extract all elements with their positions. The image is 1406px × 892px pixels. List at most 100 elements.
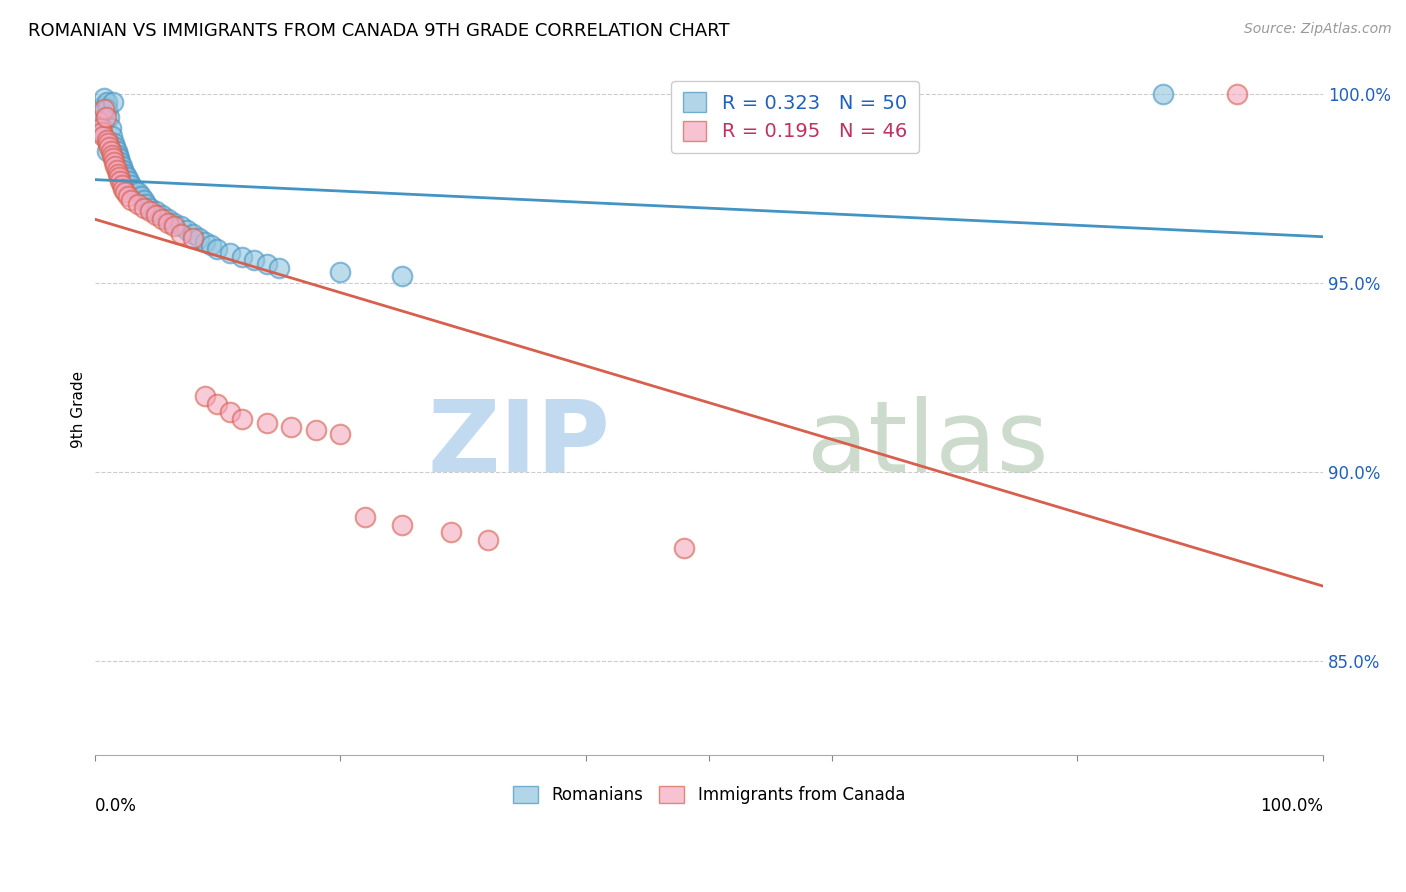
Point <box>231 250 253 264</box>
Point <box>132 193 155 207</box>
Point <box>218 404 240 418</box>
Point <box>98 140 121 154</box>
Point <box>673 541 696 555</box>
Point <box>111 162 134 177</box>
Point <box>90 118 112 132</box>
Point <box>97 136 120 151</box>
Point <box>200 238 222 252</box>
Point <box>91 125 114 139</box>
Point <box>103 136 125 151</box>
Point <box>96 95 118 109</box>
Point <box>115 170 138 185</box>
Point <box>108 170 131 185</box>
Point <box>181 227 204 241</box>
Point <box>135 197 157 211</box>
Point <box>129 189 152 203</box>
Point <box>114 186 136 200</box>
Y-axis label: 9th Grade: 9th Grade <box>72 371 86 449</box>
Point <box>256 257 278 271</box>
Point <box>98 110 121 124</box>
Point <box>110 174 132 188</box>
Text: 100.0%: 100.0% <box>1260 797 1323 814</box>
Point <box>94 110 117 124</box>
Point <box>329 427 352 442</box>
Point <box>181 231 204 245</box>
Point <box>111 182 134 196</box>
Point <box>100 144 122 158</box>
Point <box>114 167 136 181</box>
Point <box>169 227 191 241</box>
Point <box>194 235 217 249</box>
Point <box>110 155 132 169</box>
Point <box>91 98 114 112</box>
Point <box>96 144 118 158</box>
Point <box>103 155 125 169</box>
Point <box>207 397 229 411</box>
Point <box>267 261 290 276</box>
Point <box>89 125 111 139</box>
Text: ROMANIAN VS IMMIGRANTS FROM CANADA 9TH GRADE CORRELATION CHART: ROMANIAN VS IMMIGRANTS FROM CANADA 9TH G… <box>28 22 730 40</box>
Point <box>101 152 124 166</box>
Point <box>1152 87 1174 102</box>
Point <box>127 197 149 211</box>
Point <box>256 416 278 430</box>
Point <box>104 140 127 154</box>
Text: atlas: atlas <box>807 396 1049 492</box>
Point <box>108 152 131 166</box>
Point <box>163 219 186 234</box>
Point <box>100 147 122 161</box>
Point <box>157 211 180 226</box>
Point <box>100 128 122 143</box>
Point <box>93 103 115 117</box>
Point <box>231 412 253 426</box>
Text: 0.0%: 0.0% <box>94 797 136 814</box>
Point <box>329 265 352 279</box>
Point <box>150 208 173 222</box>
Point <box>188 231 211 245</box>
Point <box>194 389 217 403</box>
Point <box>91 106 114 120</box>
Point <box>87 113 110 128</box>
Text: Source: ZipAtlas.com: Source: ZipAtlas.com <box>1244 22 1392 37</box>
Point <box>207 242 229 256</box>
Text: ZIP: ZIP <box>427 396 610 492</box>
Point <box>280 419 302 434</box>
Point <box>391 517 413 532</box>
Point <box>354 510 377 524</box>
Point <box>120 178 142 192</box>
Point <box>477 533 499 547</box>
Point <box>440 525 463 540</box>
Point <box>118 174 141 188</box>
Point <box>100 121 122 136</box>
Point <box>105 162 128 177</box>
Point <box>145 208 167 222</box>
Point <box>117 189 139 203</box>
Point <box>120 193 142 207</box>
Point <box>145 204 167 219</box>
Point <box>1226 87 1249 102</box>
Legend: Romanians, Immigrants from Canada: Romanians, Immigrants from Canada <box>505 778 914 813</box>
Point <box>150 211 173 226</box>
Point <box>110 178 132 192</box>
Point <box>132 201 155 215</box>
Point <box>107 167 129 181</box>
Point <box>110 159 132 173</box>
Point <box>305 424 328 438</box>
Point <box>139 201 162 215</box>
Point <box>218 246 240 260</box>
Point <box>169 219 191 234</box>
Point <box>101 95 124 109</box>
Point <box>127 186 149 200</box>
Point <box>139 204 162 219</box>
Point <box>91 128 114 143</box>
Point <box>163 216 186 230</box>
Point <box>96 133 118 147</box>
Point <box>105 144 128 158</box>
Point <box>391 268 413 283</box>
Point <box>104 159 127 173</box>
Point <box>157 216 180 230</box>
Point <box>176 223 198 237</box>
Point <box>90 121 112 136</box>
Point <box>96 103 118 117</box>
Point <box>107 147 129 161</box>
